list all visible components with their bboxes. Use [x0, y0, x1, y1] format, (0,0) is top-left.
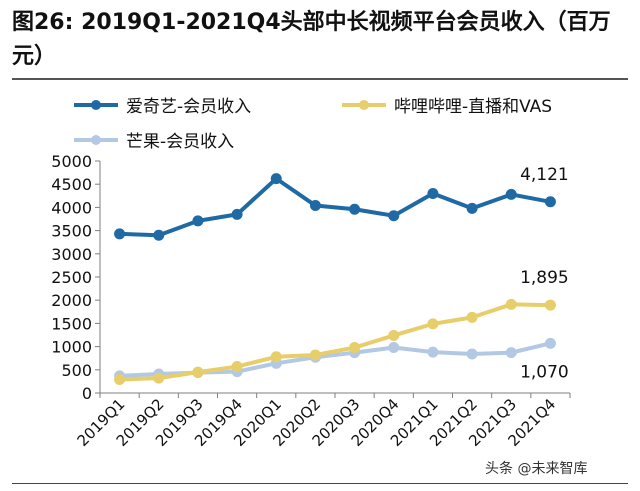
y-tick-label: 3500 [51, 222, 92, 241]
y-tick-label: 2500 [51, 268, 92, 287]
y-tick-label: 2000 [51, 291, 92, 310]
data-point-bilibili [466, 311, 478, 323]
data-point-bilibili [388, 329, 400, 341]
data-point-bilibili [349, 342, 361, 354]
legend-label-mango: 芒果-会员收入 [126, 132, 235, 152]
y-tick-label: 500 [61, 361, 92, 380]
data-point-iqiyi [270, 173, 282, 185]
data-point-mango [544, 337, 556, 349]
watermark-text: 头条 @未来智库 [485, 461, 588, 477]
legend-item-bilibili: 哔哩哔哩-直播和VAS [340, 92, 552, 117]
data-point-iqiyi [388, 210, 400, 222]
data-label-bilibili: 1,895 [520, 268, 569, 288]
bottom-divider [12, 483, 628, 484]
legend-swatch-mango [74, 134, 118, 145]
data-point-bilibili [231, 361, 243, 373]
y-tick-label: 0 [82, 384, 92, 403]
y-tick-label: 1500 [51, 314, 92, 333]
legend-swatch-iqiyi [74, 99, 118, 110]
data-point-iqiyi [427, 187, 439, 199]
y-tick-label: 1000 [51, 338, 92, 357]
series-line-iqiyi [119, 176, 551, 238]
legend-label-bilibili: 哔哩哔哩-直播和VAS [394, 97, 553, 117]
data-point-bilibili [505, 298, 517, 310]
data-point-bilibili [153, 372, 165, 384]
series-line-mango [119, 341, 551, 378]
y-tick-label: 3000 [51, 245, 92, 264]
data-point-iqiyi [231, 208, 243, 220]
legend-item-mango: 芒果-会员收入 [72, 127, 234, 152]
data-point-iqiyi [466, 202, 478, 214]
title-divider [12, 78, 628, 80]
data-point-mango [388, 342, 400, 354]
data-label-iqiyi: 4,121 [520, 165, 569, 185]
data-point-iqiyi [114, 228, 126, 240]
data-point-bilibili [309, 349, 321, 361]
chart-title: 图26: 2019Q1-2021Q4头部中长视频平台会员收入（百万元） [12, 10, 611, 69]
data-point-iqiyi [349, 203, 361, 215]
series-line-bilibili [119, 302, 551, 382]
y-tick-label: 4500 [51, 175, 92, 194]
data-point-iqiyi [192, 215, 204, 227]
data-point-bilibili [270, 351, 282, 363]
data-point-bilibili [192, 366, 204, 378]
data-point-iqiyi [505, 188, 517, 200]
y-tick-label: 5000 [51, 152, 92, 171]
data-point-mango [505, 347, 517, 359]
data-point-iqiyi [153, 229, 165, 241]
data-point-mango [427, 346, 439, 358]
data-point-iqiyi [309, 200, 321, 212]
data-point-iqiyi [544, 196, 556, 208]
legend-label-iqiyi: 爱奇艺-会员收入 [126, 97, 252, 117]
y-tick-label: 4000 [51, 198, 92, 217]
data-point-bilibili [544, 299, 556, 311]
data-label-mango: 1,070 [520, 362, 569, 382]
watermark: 头条 @未来智库 [485, 458, 587, 478]
data-point-bilibili [114, 374, 126, 386]
legend-item-iqiyi: 爱奇艺-会员收入 [72, 92, 251, 117]
legend-swatch-bilibili [342, 99, 386, 110]
data-point-mango [466, 348, 478, 360]
data-point-bilibili [427, 318, 439, 330]
